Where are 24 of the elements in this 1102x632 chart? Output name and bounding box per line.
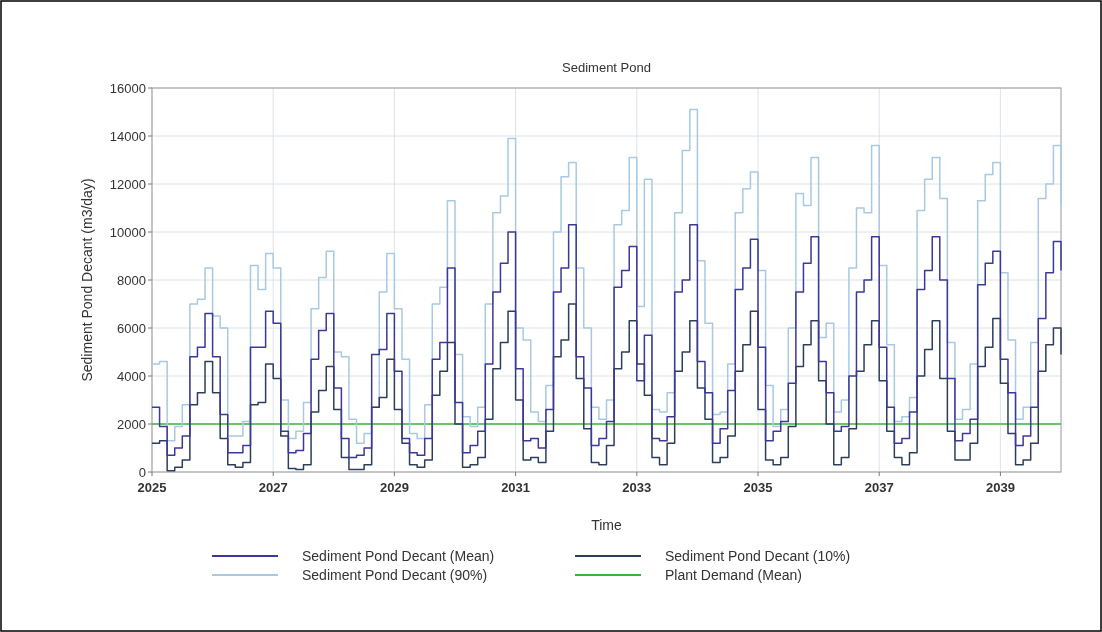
legend-label: Sediment Pond Decant (Mean): [302, 547, 495, 564]
y-tick-label: 8000: [117, 272, 146, 288]
y-axis-title: Sediment Pond Decant (m3/day): [79, 178, 95, 382]
legend-label: Sediment Pond Decant (10%): [665, 547, 851, 564]
x-tick-label: 2029: [379, 480, 409, 495]
x-tick-label: 2035: [743, 480, 773, 495]
x-tick-label: 2039: [985, 480, 1015, 495]
x-tick-label: 2025: [137, 480, 167, 495]
y-tick-label: 2000: [117, 416, 146, 432]
x-tick-label: 2033: [622, 480, 652, 495]
y-tick-label: 14000: [109, 128, 146, 144]
y-tick-label: 10000: [109, 224, 146, 240]
x-tick-label: 2031: [501, 480, 531, 495]
y-tick-label: 0: [138, 464, 146, 480]
legend-label: Plant Demand (Mean): [665, 566, 802, 583]
x-axis-title: Time: [591, 517, 623, 533]
y-tick-label: 4000: [117, 368, 146, 384]
x-tick-label: 2037: [864, 480, 894, 495]
y-tick-label: 16000: [109, 80, 146, 96]
y-tick-label: 6000: [117, 320, 146, 336]
chart-title: Sediment Pond: [562, 60, 651, 75]
legend-label: Sediment Pond Decant (90%): [302, 566, 488, 583]
y-tick-label: 12000: [109, 176, 146, 192]
x-tick-label: 2027: [258, 480, 288, 495]
